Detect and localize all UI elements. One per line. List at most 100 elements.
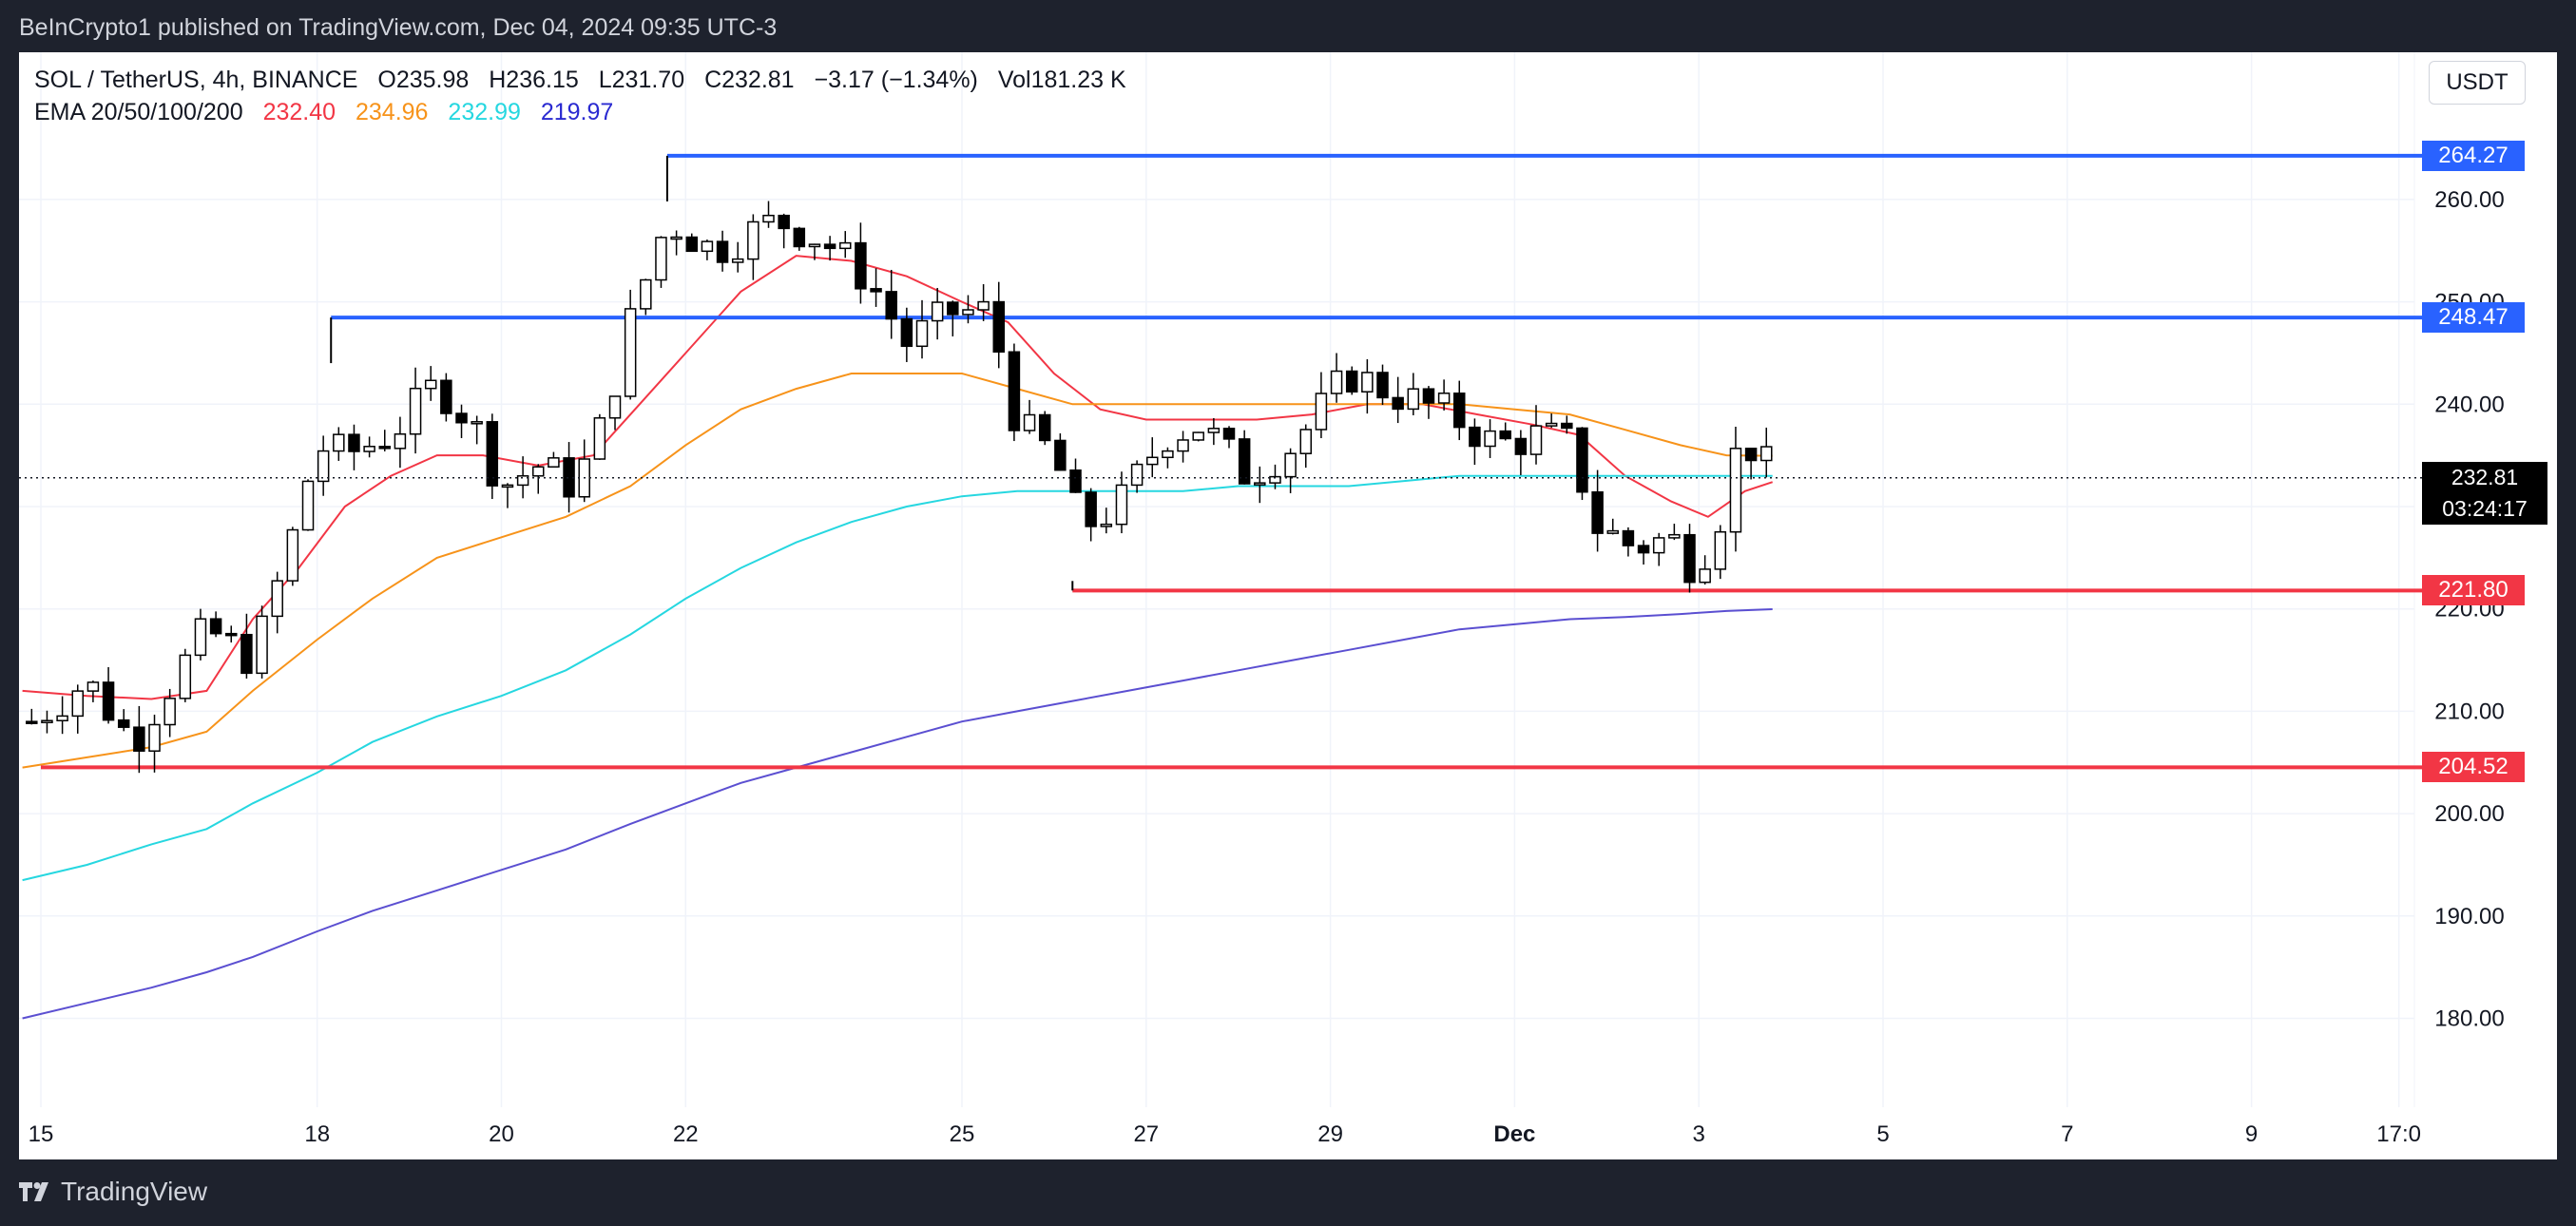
- x-tick-label: 20: [489, 1121, 514, 1147]
- candle-down: [1499, 430, 1511, 440]
- grid: [19, 52, 2415, 1107]
- candle-down: [378, 446, 392, 450]
- symbol-label[interactable]: SOL / TetherUS, 4h, BINANCE: [34, 67, 358, 93]
- low-value: L231.70: [598, 67, 685, 93]
- x-tick-label: 29: [1317, 1121, 1343, 1147]
- publish-info: BeInCrypto1 published on TradingView.com…: [19, 14, 778, 41]
- x-tick-label: 9: [2245, 1121, 2258, 1147]
- candle-up: [731, 258, 744, 263]
- x-tick-label: 22: [673, 1121, 699, 1147]
- support-badge: 204.52: [2422, 752, 2525, 783]
- resistance-badge: 264.27: [2422, 140, 2525, 171]
- candle-down: [716, 240, 729, 263]
- candle-down: [823, 243, 836, 250]
- candle-up: [548, 457, 560, 469]
- candle-up: [1484, 430, 1496, 448]
- candle-down: [1069, 469, 1082, 493]
- candle-up: [593, 417, 606, 460]
- candle-down: [486, 421, 499, 487]
- candle-up: [56, 715, 68, 721]
- y-tick-label: 240.00: [2434, 392, 2504, 417]
- ema20-value: 232.40: [262, 99, 336, 125]
- candle-up: [1207, 428, 1221, 433]
- y-tick-label: 260.00: [2434, 187, 2504, 213]
- candle-down: [992, 300, 1006, 354]
- y-tick-label: 190.00: [2434, 904, 2504, 929]
- time-axis[interactable]: 15 18 20 22 25 27 29 Dec 3 5 7 9 17:0: [29, 1121, 2421, 1147]
- volume-value: Vol181.23 K: [997, 67, 1126, 93]
- high-value: H236.15: [489, 67, 579, 93]
- candle-up: [977, 300, 990, 311]
- level-lines: [41, 153, 2422, 770]
- candle-down: [900, 317, 913, 348]
- symbol-legend: SOL / TetherUS, 4h, BINANCE O235.98 H236…: [34, 67, 1140, 94]
- candle-down: [1376, 372, 1389, 399]
- candle-down: [1561, 422, 1573, 430]
- candle-up: [1361, 372, 1374, 393]
- candle-up: [1315, 393, 1328, 431]
- candle-down: [1514, 437, 1528, 455]
- candle-down: [563, 457, 575, 498]
- last-price-badge: 232.81 03:24:17: [2422, 462, 2547, 525]
- candle-up: [501, 484, 514, 488]
- change-value: −3.17 (−1.34%): [814, 67, 978, 93]
- candle-up: [41, 719, 53, 723]
- candle-up: [915, 319, 929, 348]
- candle-down: [1576, 427, 1588, 493]
- x-tick-label: 15: [29, 1121, 54, 1147]
- candle-up: [1100, 523, 1113, 527]
- candle-down: [1054, 439, 1067, 471]
- candle-up: [1177, 439, 1189, 452]
- y-tick-label: 210.00: [2434, 699, 2504, 724]
- candle-down: [947, 301, 959, 316]
- x-tick-label: 3: [1693, 1121, 1705, 1147]
- candle-up: [1529, 425, 1543, 455]
- candle-up: [655, 237, 667, 281]
- candle-up: [394, 432, 407, 450]
- ema-label[interactable]: EMA 20/50/100/200: [34, 99, 243, 125]
- candle-up: [363, 446, 375, 452]
- ema100-line: [22, 474, 1773, 882]
- candle-up: [333, 433, 345, 452]
- y-tick-label: 180.00: [2434, 1006, 2504, 1032]
- candle-up: [1545, 422, 1558, 427]
- candle-down: [240, 633, 253, 675]
- currency-button[interactable]: USDT: [2429, 61, 2526, 105]
- ema-lines: [22, 255, 1774, 1020]
- candle-down: [117, 718, 130, 728]
- candle-down: [1238, 438, 1251, 485]
- candle-down: [1469, 426, 1481, 448]
- candle-up: [194, 618, 207, 657]
- candle-up: [1146, 456, 1159, 466]
- candle-up: [1652, 537, 1665, 554]
- candle-up: [701, 240, 714, 253]
- chart-panel[interactable]: [19, 52, 2557, 1159]
- candle-up: [317, 450, 330, 483]
- candle-down: [1637, 545, 1650, 554]
- candle-down: [1422, 388, 1435, 404]
- candle-up: [1699, 568, 1711, 584]
- ema-legend: EMA 20/50/100/200 232.40 234.96 232.99 2…: [34, 99, 626, 126]
- candle-up: [1130, 463, 1144, 487]
- candle-up: [1284, 452, 1297, 478]
- candle-up: [640, 278, 652, 310]
- candle-up: [1606, 529, 1620, 534]
- candle-up: [516, 475, 529, 487]
- candle-down: [440, 379, 452, 414]
- candle-up: [301, 480, 315, 531]
- x-tick-label: 27: [1133, 1121, 1159, 1147]
- candle-down: [102, 681, 115, 721]
- candle-up: [1299, 429, 1313, 454]
- candle-down: [1392, 396, 1404, 411]
- countdown-value: 03:24:17: [2442, 496, 2528, 521]
- candle-down: [1085, 491, 1097, 527]
- candle-up: [1115, 484, 1128, 526]
- ema100-value: 232.99: [448, 99, 521, 125]
- candles: [26, 201, 1773, 774]
- candle-up: [839, 241, 852, 250]
- candle-up: [1760, 446, 1773, 462]
- tradingview-logo[interactable]: TradingView: [19, 1177, 207, 1207]
- candle-up: [179, 654, 192, 699]
- candle-down: [1591, 490, 1604, 534]
